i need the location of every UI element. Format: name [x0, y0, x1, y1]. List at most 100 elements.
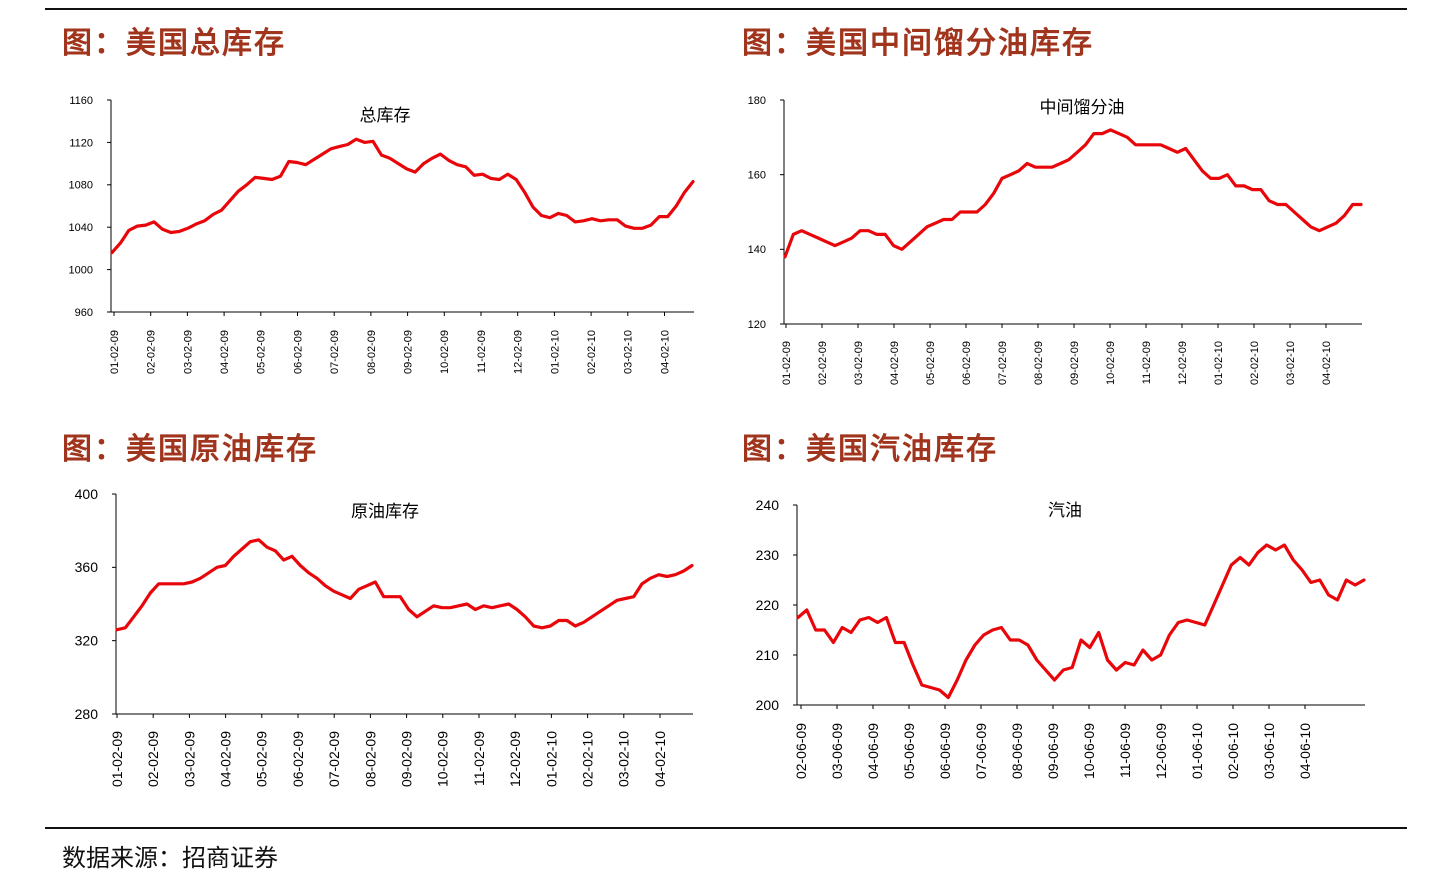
title-distillate-inventory: 图：美国中间馏分油库存 — [742, 26, 1094, 61]
y-tick-label: 400 — [75, 486, 99, 502]
y-tick-label: 1120 — [69, 137, 93, 149]
x-tick-label: 04-02-09 — [889, 341, 901, 385]
x-tick-label: 07-02-09 — [326, 731, 342, 787]
x-tick-label: 11-02-09 — [476, 330, 488, 373]
x-tick-label: 04-06-10 — [1297, 723, 1313, 779]
x-tick-label: 05-02-09 — [925, 341, 937, 385]
x-tick-label: 06-02-09 — [961, 341, 973, 385]
y-tick-label: 220 — [756, 597, 780, 613]
bottom-rule — [45, 827, 1407, 829]
series-line — [796, 543, 1366, 700]
x-tick-label: 02-06-09 — [793, 723, 809, 779]
x-tick-label: 01-06-10 — [1189, 723, 1205, 779]
x-tick-label: 12-02-09 — [513, 330, 525, 374]
x-tick-label: 06-02-09 — [292, 330, 304, 374]
title-total-inventory: 图：美国总库存 — [62, 26, 286, 61]
y-tick-label: 960 — [75, 307, 93, 319]
x-tick-label: 08-06-09 — [1009, 723, 1025, 779]
x-tick-label: 03-02-10 — [1285, 341, 1297, 385]
x-tick-label: 05-02-09 — [256, 330, 268, 374]
x-tick-label: 04-02-10 — [1321, 341, 1333, 385]
series-line — [110, 137, 695, 255]
x-tick-label: 06-06-09 — [937, 723, 953, 779]
x-tick-label: 01-02-09 — [781, 341, 793, 385]
x-tick-label: 04-02-10 — [652, 731, 668, 787]
x-tick-label: 01-02-09 — [109, 330, 121, 374]
y-tick-label: 180 — [748, 95, 766, 107]
x-tick-label: 01-02-09 — [109, 731, 125, 787]
y-tick-label: 160 — [748, 170, 766, 182]
x-tick-label: 09-02-09 — [402, 330, 414, 374]
data-source: 数据来源：招商证券 — [62, 844, 278, 872]
x-tick-label: 02-02-09 — [145, 731, 161, 787]
x-tick-label: 03-02-10 — [623, 330, 635, 374]
x-tick-label: 10-06-09 — [1081, 723, 1097, 779]
x-tick-label: 11-06-09 — [1117, 723, 1133, 778]
y-tick-label: 1080 — [69, 180, 93, 192]
x-tick-label: 09-06-09 — [1045, 723, 1061, 779]
x-tick-label: 01-02-10 — [543, 731, 559, 787]
x-tick-label: 01-02-10 — [549, 330, 561, 374]
y-tick-label: 230 — [756, 547, 780, 563]
x-tick-label: 12-02-09 — [507, 731, 523, 787]
x-tick-label: 11-02-09 — [471, 731, 487, 786]
y-tick-label: 280 — [75, 706, 99, 722]
top-rule — [45, 8, 1407, 10]
y-tick-label: 360 — [75, 559, 99, 575]
y-tick-label: 1040 — [69, 222, 93, 234]
x-tick-label: 12-02-09 — [1177, 341, 1189, 385]
chart-series-title: 原油库存 — [351, 502, 419, 522]
x-tick-label: 12-06-09 — [1153, 723, 1169, 779]
x-tick-label: 10-02-09 — [1105, 341, 1117, 385]
x-tick-label: 02-02-09 — [817, 341, 829, 385]
x-tick-label: 10-02-09 — [439, 330, 451, 374]
x-tick-label: 08-02-09 — [1033, 341, 1045, 385]
chart-series-title: 总库存 — [360, 106, 411, 126]
x-tick-label: 06-02-09 — [290, 731, 306, 787]
x-tick-label: 09-02-09 — [1069, 341, 1081, 385]
x-tick-label: 04-02-09 — [218, 731, 234, 787]
x-tick-label: 04-06-09 — [865, 723, 881, 779]
x-tick-label: 04-02-09 — [219, 330, 231, 374]
x-tick-label: 11-02-09 — [1141, 341, 1153, 384]
y-tick-label: 1160 — [69, 95, 93, 107]
x-tick-label: 01-02-10 — [1213, 341, 1225, 385]
y-tick-label: 240 — [756, 497, 780, 513]
y-tick-label: 120 — [748, 319, 766, 331]
x-tick-label: 03-02-09 — [182, 330, 194, 374]
chart-series-title: 汽油 — [1048, 501, 1082, 521]
series-line — [115, 538, 694, 632]
x-tick-label: 07-02-09 — [329, 330, 341, 374]
title-gasoline-inventory: 图：美国汽油库存 — [742, 432, 998, 467]
x-tick-label: 02-02-10 — [586, 330, 598, 374]
y-tick-label: 200 — [756, 697, 780, 713]
x-tick-label: 09-02-09 — [399, 731, 415, 787]
y-tick-label: 320 — [75, 633, 99, 649]
x-tick-label: 03-06-10 — [1261, 723, 1277, 779]
series-line — [783, 128, 1363, 259]
x-tick-label: 05-06-09 — [901, 723, 917, 779]
title-crude-inventory: 图：美国原油库存 — [62, 432, 318, 467]
x-tick-label: 07-02-09 — [997, 341, 1009, 385]
y-tick-label: 210 — [756, 647, 780, 663]
x-tick-label: 02-02-09 — [146, 330, 158, 374]
x-tick-label: 07-06-09 — [973, 723, 989, 779]
x-tick-label: 08-02-09 — [366, 330, 378, 374]
x-tick-label: 02-02-10 — [1249, 341, 1261, 385]
x-tick-label: 03-02-09 — [853, 341, 865, 385]
x-tick-label: 03-02-10 — [616, 731, 632, 787]
x-tick-label: 02-02-10 — [580, 731, 596, 787]
x-tick-label: 04-02-10 — [659, 330, 671, 374]
x-tick-label: 03-02-09 — [181, 731, 197, 787]
chart-series-title: 中间馏分油 — [1040, 98, 1125, 118]
x-tick-label: 10-02-09 — [435, 731, 451, 787]
y-tick-label: 1000 — [69, 264, 93, 276]
x-tick-label: 05-02-09 — [254, 731, 270, 787]
x-tick-label: 02-06-10 — [1225, 723, 1241, 779]
y-tick-label: 140 — [748, 244, 766, 256]
x-tick-label: 08-02-09 — [362, 731, 378, 787]
x-tick-label: 03-06-09 — [829, 723, 845, 779]
